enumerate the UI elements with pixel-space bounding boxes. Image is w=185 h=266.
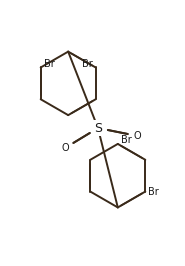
Text: O: O xyxy=(134,131,142,141)
Text: Br: Br xyxy=(44,59,54,69)
Text: Br: Br xyxy=(121,135,132,145)
Text: Br: Br xyxy=(82,59,93,69)
Text: Br: Br xyxy=(148,186,159,197)
Text: S: S xyxy=(94,122,102,135)
Text: O: O xyxy=(61,143,69,153)
